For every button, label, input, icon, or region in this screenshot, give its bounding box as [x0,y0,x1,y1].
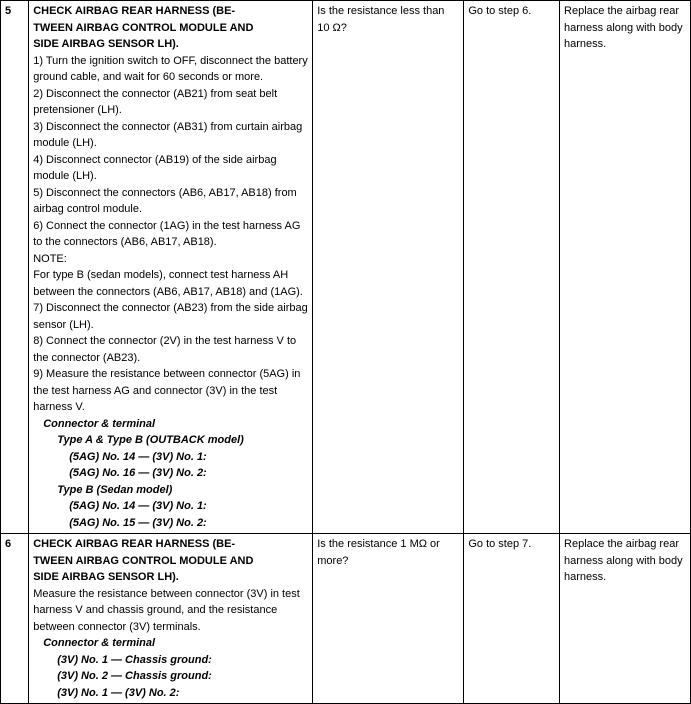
table-row: 5 CHECK AIRBAG REAR HARNESS (BE- TWEEN A… [1,1,691,534]
step-number: 6 [1,534,29,704]
step-text: 5) Disconnect the connectors (AB6, AB17,… [33,187,297,216]
terminal-line: (5AG) No. 14 — (3V) No. 1: [33,449,308,466]
terminal-line: (3V) No. 1 — Chassis ground: [33,652,308,669]
step-text: 3) Disconnect the connector (AB31) from … [33,121,302,150]
yes-cell: Go to step 7. [464,534,560,704]
diagnostic-table: 5 CHECK AIRBAG REAR HARNESS (BE- TWEEN A… [0,0,691,704]
note-text: For type B (sedan models), connect test … [33,269,303,298]
procedure-cell: CHECK AIRBAG REAR HARNESS (BE- TWEEN AIR… [29,534,313,704]
connector-label: Connector & terminal [33,416,308,433]
check-cell: Is the resistance 1 MΩ or more? [313,534,464,704]
terminal-line: (5AG) No. 15 — (3V) No. 2: [33,515,308,532]
note-label: NOTE: [33,253,67,265]
table-row: 6 CHECK AIRBAG REAR HARNESS (BE- TWEEN A… [1,534,691,704]
terminal-line: (3V) No. 2 — Chassis ground: [33,668,308,685]
terminal-line: (5AG) No. 14 — (3V) No. 1: [33,498,308,515]
no-cell: Replace the airbag rear harness along wi… [560,534,691,704]
type-heading: Type A & Type B (OUTBACK model) [33,432,308,449]
check-cell: Is the resistance less than 10 Ω? [313,1,464,534]
no-cell: Replace the airbag rear harness along wi… [560,1,691,534]
type-heading: Type B (Sedan model) [33,482,308,499]
step-text: 9) Measure the resistance between connec… [33,368,300,413]
step-text: 8) Connect the connector (2V) in the tes… [33,335,296,364]
step-text: 7) Disconnect the connector (AB23) from … [33,302,308,331]
step-text: Measure the resistance between connector… [33,588,300,633]
step-text: 1) Turn the ignition switch to OFF, disc… [33,55,308,84]
yes-cell: Go to step 6. [464,1,560,534]
terminal-line: (3V) No. 1 — (3V) No. 2: [33,685,308,702]
step-title: CHECK AIRBAG REAR HARNESS (BE- TWEEN AIR… [33,538,253,583]
procedure-cell: CHECK AIRBAG REAR HARNESS (BE- TWEEN AIR… [29,1,313,534]
connector-label: Connector & terminal [33,635,308,652]
step-number: 5 [1,1,29,534]
terminal-line: (5AG) No. 16 — (3V) No. 2: [33,465,308,482]
step-title: CHECK AIRBAG REAR HARNESS (BE- TWEEN AIR… [33,5,253,50]
step-text: 2) Disconnect the connector (AB21) from … [33,88,277,117]
step-text: 4) Disconnect connector (AB19) of the si… [33,154,276,183]
step-text: 6) Connect the connector (1AG) in the te… [33,220,300,249]
